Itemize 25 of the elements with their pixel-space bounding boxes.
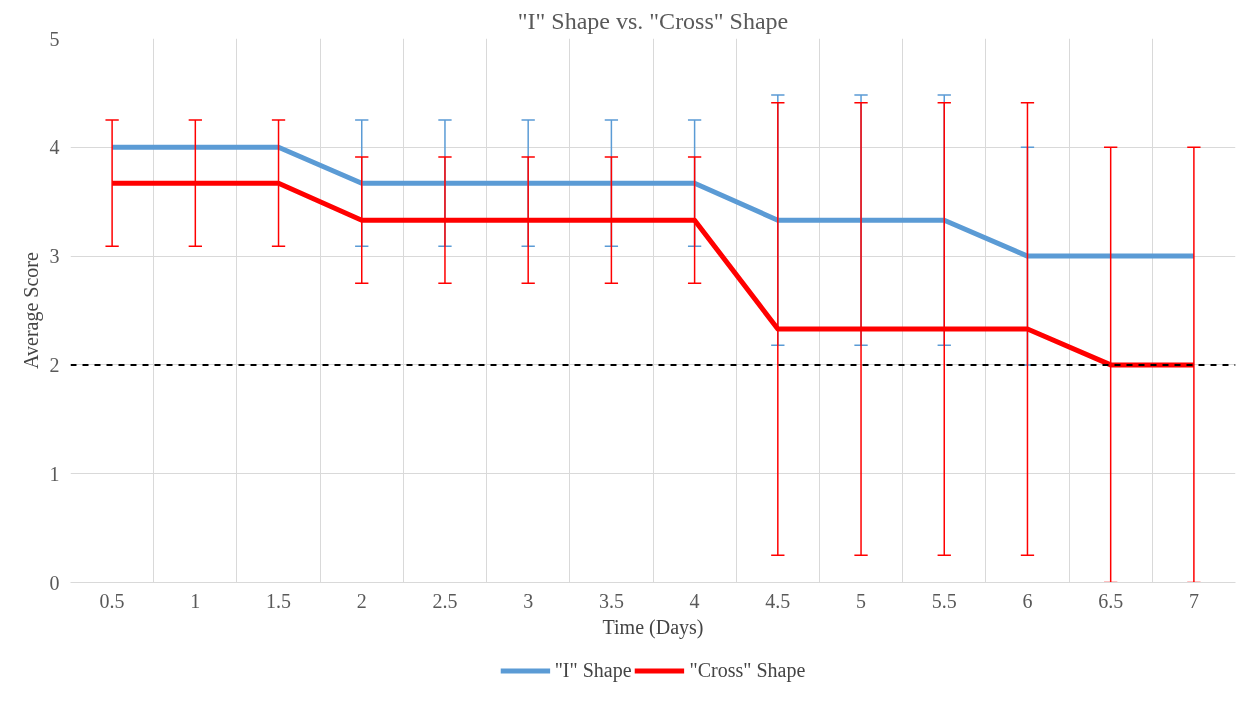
x-tick-label: 0.5 — [99, 589, 125, 612]
y-axis-title: Average Score — [19, 251, 43, 369]
x-tick-label: 3.5 — [598, 589, 624, 612]
x-tick-label: 4 — [689, 589, 700, 612]
y-tick-label: 1 — [49, 462, 60, 485]
x-tick-label: 3 — [523, 589, 534, 612]
y-tick-label: 3 — [49, 245, 60, 268]
y-tick-label: 4 — [49, 136, 60, 159]
y-tick-label: 0 — [49, 571, 60, 594]
x-tick-label: 6 — [1022, 589, 1033, 612]
x-tick-label: 2.5 — [432, 589, 458, 612]
legend-label: "Cross" Shape — [689, 658, 806, 682]
x-tick-label: 1 — [190, 589, 201, 612]
y-tick-label: 5 — [49, 27, 60, 50]
x-axis-title: Time (Days) — [602, 615, 704, 639]
x-tick-label: 2 — [356, 589, 367, 612]
x-tick-label: 1.5 — [266, 589, 292, 612]
x-tick-label: 6.5 — [1098, 589, 1124, 612]
x-tick-label: 7 — [1188, 589, 1199, 612]
x-tick-label: 5 — [856, 589, 867, 612]
legend-label: "I" Shape — [554, 658, 632, 682]
x-tick-label: 4.5 — [765, 589, 791, 612]
y-tick-label: 2 — [49, 353, 60, 376]
chart-title: "I" Shape vs. "Cross" Shape — [517, 7, 789, 34]
x-tick-label: 5.5 — [931, 589, 957, 612]
